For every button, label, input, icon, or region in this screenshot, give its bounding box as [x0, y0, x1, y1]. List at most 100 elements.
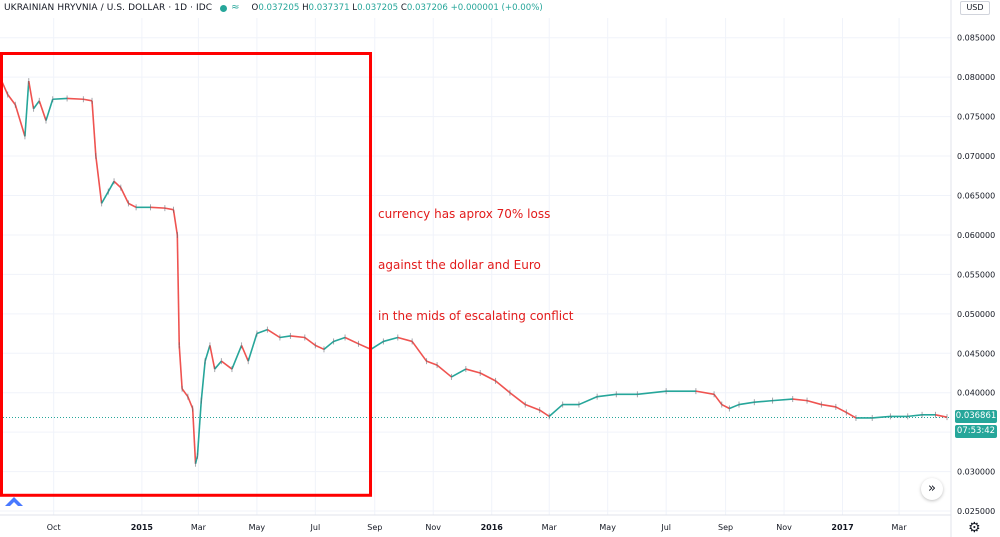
price-segment	[172, 209, 179, 236]
price-segment	[247, 333, 258, 362]
price-segment	[7, 94, 16, 106]
price-segment	[772, 398, 793, 402]
price-segment	[907, 414, 923, 418]
price-segment	[204, 345, 211, 362]
y-tick-label: 0.040000	[957, 389, 995, 398]
annotation-line: against the dollar and Euro	[378, 258, 541, 272]
price-segment	[14, 104, 26, 137]
price-segment	[729, 403, 740, 410]
close-label: C	[400, 3, 407, 13]
price-segment	[100, 191, 110, 204]
price-segment	[27, 80, 35, 109]
price-segment	[315, 344, 325, 351]
y-tick-label: 0.075000	[957, 113, 995, 122]
price-segment	[214, 360, 223, 370]
price-segment	[323, 340, 335, 350]
price-segment	[539, 409, 550, 418]
price-segment	[935, 414, 948, 418]
currency-label[interactable]: USD	[960, 1, 990, 15]
waves-icon[interactable]: ≈	[231, 2, 240, 13]
open-label: O	[251, 3, 259, 13]
price-segment	[128, 202, 137, 209]
price-segment	[792, 398, 808, 402]
y-tick-label: 0.030000	[957, 468, 995, 477]
price-segment	[754, 399, 773, 403]
x-tick-label: 2015	[131, 523, 154, 532]
price-segment	[548, 403, 564, 417]
price-segment	[181, 388, 189, 398]
scroll-to-realtime-button[interactable]: »	[921, 478, 943, 500]
x-tick-label: Mar	[191, 523, 207, 532]
price-segment	[196, 400, 203, 456]
price-segment	[187, 396, 194, 409]
x-tick-label: May	[599, 523, 616, 532]
y-tick-label: 0.055000	[957, 270, 995, 279]
x-tick-label: 2016	[481, 523, 504, 532]
x-tick-label: Sep	[718, 523, 733, 532]
x-tick-label: Nov	[776, 523, 792, 532]
price-segment	[845, 411, 857, 419]
price-segment	[120, 187, 130, 204]
x-tick-label: Oct	[47, 523, 61, 532]
change-value: +0.000001 (+0.00%)	[450, 3, 543, 13]
low-value: 0.037205	[357, 3, 399, 13]
annotation-line: in the mids of escalating conflict	[378, 309, 574, 323]
x-tick-label: May	[249, 523, 266, 532]
price-segment	[95, 155, 103, 204]
highlight-box	[0, 52, 373, 497]
gear-icon[interactable]: ⚙	[968, 520, 981, 536]
price-segment	[872, 415, 891, 419]
high-label: H	[302, 3, 309, 13]
y-tick-label: 0.060000	[957, 231, 995, 240]
x-tick-label: 2017	[831, 523, 853, 532]
price-segment	[637, 390, 667, 396]
price-segment	[290, 335, 305, 339]
price-segment	[279, 335, 291, 339]
price-segment	[524, 403, 540, 411]
y-tick-label: 0.065000	[957, 192, 995, 201]
price-segment	[209, 345, 216, 370]
price-segment	[713, 393, 723, 406]
price-segment	[397, 336, 413, 343]
price-segment	[436, 364, 452, 378]
price-segment	[256, 328, 268, 335]
symbol-title[interactable]: UKRAINIAN HRYVNIA / U.S. DOLLAR · 1D · I…	[4, 3, 213, 13]
price-segment	[231, 345, 243, 370]
price-segment	[509, 392, 526, 406]
price-segment	[266, 328, 281, 339]
y-tick-label: 0.070000	[957, 152, 995, 161]
price-segment	[451, 368, 467, 378]
high-value: 0.037371	[308, 3, 350, 13]
low-label: L	[352, 3, 358, 13]
x-tick-label: Mar	[892, 523, 908, 532]
price-segment	[83, 98, 93, 102]
price-segment	[465, 368, 481, 374]
tradingview-logo-icon[interactable]	[4, 495, 24, 507]
market-status-icon[interactable]	[220, 4, 228, 12]
ohlc-readout: O0.037205 H0.037371 L0.037205 C0.037206 …	[252, 3, 543, 13]
price-segment	[32, 100, 40, 110]
price-segment	[52, 97, 68, 101]
price-segment	[738, 401, 755, 406]
price-segment	[164, 207, 174, 211]
y-tick-label: 0.025000	[957, 507, 995, 516]
current-price-badge: 0.036861	[955, 410, 997, 423]
x-tick-label: Nov	[425, 523, 441, 532]
price-segment	[578, 395, 598, 406]
y-tick-label: 0.080000	[957, 73, 995, 82]
x-tick-label: Jul	[660, 523, 671, 532]
y-tick-label: 0.045000	[957, 349, 995, 358]
price-segment	[38, 100, 47, 121]
price-segment	[344, 336, 359, 345]
price-segment	[370, 340, 384, 351]
price-segment	[479, 372, 496, 382]
price-segment	[806, 399, 822, 406]
price-segment	[200, 361, 206, 401]
chart-header: UKRAINIAN HRYVNIA / U.S. DOLLAR · 1D · I…	[4, 1, 543, 15]
bar-countdown-badge: 07:53:42	[955, 425, 997, 438]
open-value: 0.037205	[258, 3, 300, 13]
x-tick-label: Sep	[367, 523, 382, 532]
price-segment	[113, 180, 122, 189]
annotation-line: currency has aprox 70% loss	[378, 207, 551, 221]
